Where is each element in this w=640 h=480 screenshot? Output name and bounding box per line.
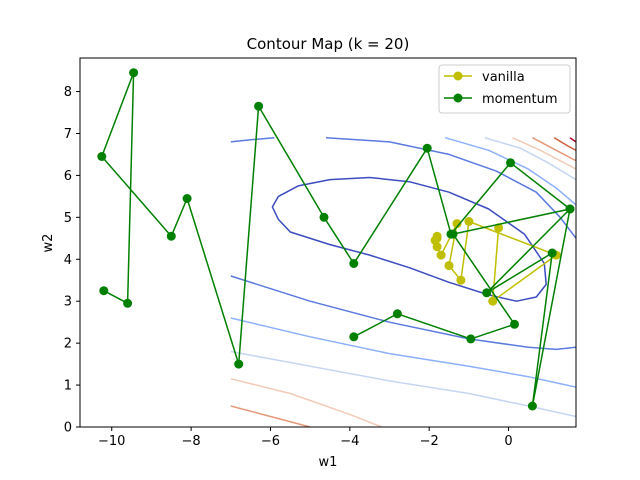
- x-tick-label: −8: [182, 434, 201, 449]
- vanilla-point: [456, 275, 466, 285]
- contour-line-0: [271, 176, 547, 302]
- trajectory-series: [97, 68, 575, 411]
- momentum-point: [448, 229, 458, 239]
- momentum-point: [254, 101, 264, 111]
- momentum-point: [510, 319, 519, 329]
- contour-line-11: [532, 137, 576, 162]
- momentum-point: [123, 298, 133, 308]
- contour-line-2: [325, 136, 576, 239]
- momentum-point: [234, 359, 244, 369]
- contour-line-12: [553, 137, 576, 151]
- x-tick-label: −4: [340, 434, 359, 449]
- momentum-point: [565, 204, 575, 214]
- momentum-point: [392, 309, 402, 319]
- x-tick-label: −2: [420, 434, 439, 449]
- chart-title: Contour Map (k = 20): [247, 35, 410, 53]
- vanilla-point: [444, 261, 454, 271]
- contour-line-9: [512, 137, 576, 170]
- momentum-point: [482, 288, 492, 298]
- contour-line-7: [484, 136, 576, 181]
- momentum-point: [182, 194, 192, 203]
- x-tick-label: 0: [504, 434, 512, 449]
- vanilla-point: [432, 233, 442, 243]
- contour-line-8: [230, 378, 382, 427]
- y-tick-label: 1: [64, 379, 72, 394]
- momentum-point: [97, 152, 107, 161]
- momentum-point: [99, 286, 109, 296]
- x-tick-label: −6: [261, 434, 280, 449]
- legend: vanilla momentum: [438, 64, 571, 114]
- contour-line-3: [230, 275, 576, 351]
- plot-frame: [79, 57, 577, 428]
- y-tick-label: 0: [64, 421, 72, 436]
- y-tick-label: 6: [64, 169, 72, 184]
- momentum-point: [319, 212, 329, 222]
- x-axis-ticks: −10 −8 −6 −4 −2 0: [98, 427, 513, 449]
- momentum-point: [349, 332, 359, 342]
- contour-lines: [230, 136, 576, 427]
- vanilla-point: [464, 217, 474, 226]
- legend-momentum-label: momentum: [482, 92, 558, 107]
- y-axis-label: w2: [41, 234, 56, 253]
- contour-line-13: [569, 137, 576, 143]
- legend-vanilla-label: vanilla: [482, 70, 525, 85]
- momentum-point: [349, 259, 359, 268]
- y-tick-label: 8: [64, 85, 72, 100]
- y-tick-label: 5: [64, 211, 72, 226]
- momentum-point: [527, 401, 537, 411]
- contour-line-6: [230, 350, 576, 418]
- contour-line-10: [230, 405, 311, 427]
- vanilla-point: [436, 250, 446, 260]
- vanilla-point: [452, 219, 462, 229]
- x-tick-label: −10: [98, 434, 125, 449]
- vanilla-point: [488, 296, 498, 306]
- contour-line-4: [230, 317, 576, 388]
- legend-box: [438, 64, 571, 114]
- momentum-point: [466, 334, 476, 344]
- y-axis-ticks: 0 1 2 3 4 5 6 7 8: [64, 85, 80, 436]
- x-axis-label: w1: [319, 455, 338, 470]
- momentum-point: [422, 143, 432, 153]
- y-tick-label: 4: [64, 253, 72, 268]
- legend-momentum-marker: [453, 93, 463, 103]
- contour-line-5: [444, 136, 576, 206]
- momentum-point: [547, 248, 557, 258]
- legend-vanilla-marker: [453, 71, 463, 81]
- contour-line-1: [230, 136, 275, 143]
- momentum-point: [506, 158, 515, 168]
- y-tick-label: 2: [64, 337, 72, 352]
- y-tick-label: 7: [64, 127, 72, 142]
- momentum-point: [166, 231, 176, 241]
- momentum-point: [129, 68, 139, 78]
- y-tick-label: 3: [64, 295, 72, 310]
